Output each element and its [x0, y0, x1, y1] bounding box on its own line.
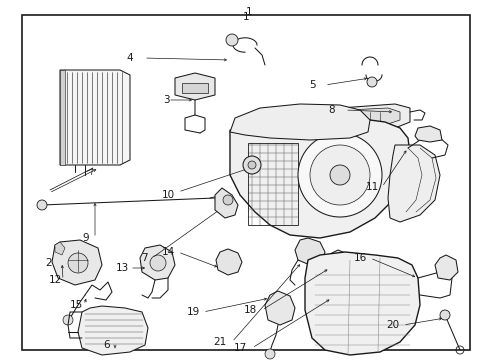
- Text: 9: 9: [83, 233, 89, 243]
- Polygon shape: [435, 255, 458, 280]
- Circle shape: [68, 253, 88, 273]
- Circle shape: [150, 255, 166, 271]
- Polygon shape: [52, 240, 102, 285]
- Circle shape: [243, 156, 261, 174]
- Text: 18: 18: [244, 305, 257, 315]
- Text: 14: 14: [161, 247, 174, 257]
- Bar: [248, 143, 298, 225]
- Text: 19: 19: [186, 307, 199, 317]
- Text: 12: 12: [49, 275, 62, 285]
- Polygon shape: [322, 250, 355, 282]
- Text: 16: 16: [353, 253, 367, 263]
- Text: 1: 1: [245, 7, 252, 17]
- Circle shape: [226, 34, 238, 46]
- Polygon shape: [340, 104, 410, 128]
- Circle shape: [330, 165, 350, 185]
- Polygon shape: [295, 238, 325, 265]
- Polygon shape: [175, 73, 215, 100]
- Polygon shape: [265, 291, 295, 325]
- Bar: [182, 83, 208, 93]
- Polygon shape: [388, 145, 440, 222]
- Polygon shape: [348, 108, 400, 124]
- Circle shape: [265, 349, 275, 359]
- Circle shape: [248, 161, 256, 169]
- Circle shape: [298, 133, 382, 217]
- Text: 2: 2: [46, 258, 52, 268]
- Circle shape: [63, 315, 73, 325]
- Text: 3: 3: [163, 95, 170, 105]
- Text: 7: 7: [141, 253, 147, 263]
- Text: 6: 6: [104, 340, 110, 350]
- Circle shape: [367, 77, 377, 87]
- Polygon shape: [318, 293, 352, 330]
- Text: 5: 5: [309, 80, 315, 90]
- Polygon shape: [230, 104, 370, 140]
- Polygon shape: [305, 252, 420, 355]
- Circle shape: [37, 200, 47, 210]
- Text: 10: 10: [161, 190, 174, 200]
- Text: 13: 13: [115, 263, 129, 273]
- Circle shape: [326, 304, 344, 322]
- Polygon shape: [78, 306, 148, 355]
- Polygon shape: [60, 70, 130, 165]
- Text: 11: 11: [366, 182, 379, 192]
- Polygon shape: [215, 188, 238, 218]
- Polygon shape: [60, 70, 65, 165]
- Text: 1: 1: [243, 12, 249, 22]
- Text: 8: 8: [329, 105, 335, 115]
- Circle shape: [223, 195, 233, 205]
- Text: 21: 21: [213, 337, 227, 347]
- Polygon shape: [55, 242, 65, 255]
- Polygon shape: [216, 249, 242, 275]
- Polygon shape: [230, 118, 410, 238]
- Polygon shape: [140, 245, 175, 280]
- Circle shape: [330, 260, 346, 276]
- Text: 20: 20: [387, 320, 399, 330]
- Text: 15: 15: [70, 300, 83, 310]
- Polygon shape: [415, 126, 442, 142]
- Text: 4: 4: [127, 53, 133, 63]
- Circle shape: [440, 310, 450, 320]
- Circle shape: [310, 145, 370, 205]
- Text: 17: 17: [233, 343, 246, 353]
